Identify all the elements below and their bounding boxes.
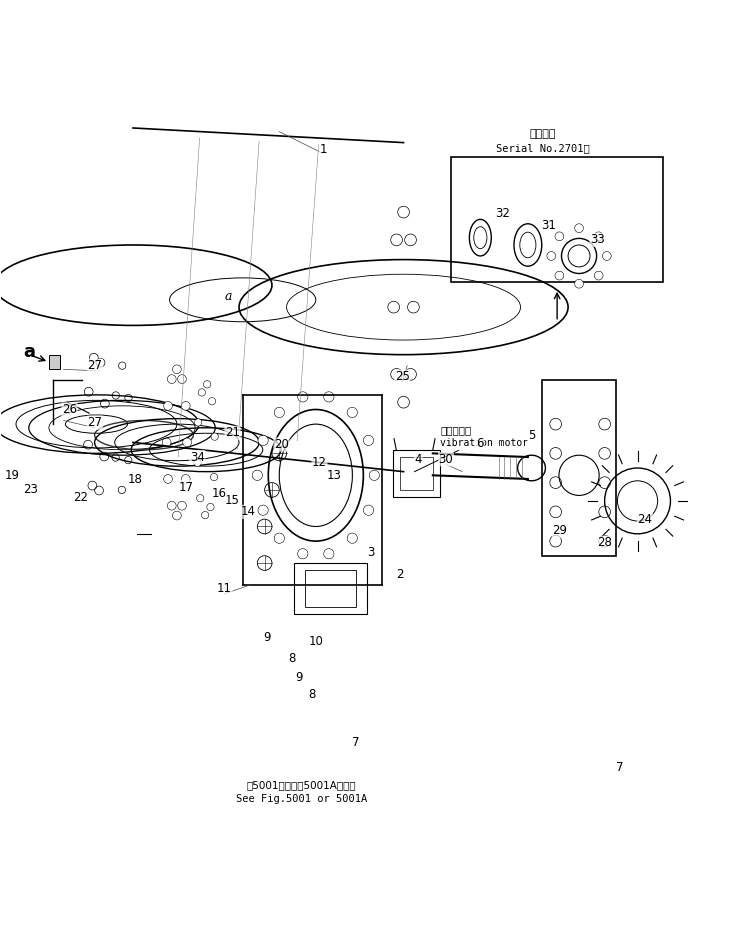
- Circle shape: [167, 374, 176, 384]
- Circle shape: [363, 435, 374, 446]
- Circle shape: [201, 511, 208, 519]
- Circle shape: [252, 470, 263, 480]
- Circle shape: [575, 224, 584, 232]
- Circle shape: [172, 365, 181, 373]
- Circle shape: [207, 504, 214, 511]
- Circle shape: [298, 392, 308, 402]
- Circle shape: [258, 505, 268, 516]
- Text: 起振モータ: 起振モータ: [440, 425, 471, 435]
- Text: 適用号機: 適用号機: [529, 129, 556, 139]
- Text: 23: 23: [23, 483, 38, 496]
- Circle shape: [369, 470, 379, 480]
- Text: 32: 32: [495, 207, 509, 220]
- Circle shape: [275, 407, 285, 417]
- Circle shape: [178, 502, 186, 510]
- Bar: [451, 157, 663, 282]
- Bar: [393, 449, 440, 497]
- Text: 8: 8: [308, 688, 316, 701]
- Text: 24: 24: [637, 513, 653, 526]
- Circle shape: [195, 418, 202, 426]
- Circle shape: [347, 534, 357, 543]
- Circle shape: [178, 374, 186, 384]
- Text: 14: 14: [241, 505, 256, 519]
- Circle shape: [363, 505, 374, 516]
- Text: Serial No.2701～: Serial No.2701～: [495, 143, 589, 154]
- Text: See Fig.5001 or 5001A: See Fig.5001 or 5001A: [236, 795, 367, 804]
- Text: 20: 20: [274, 438, 289, 451]
- Text: 3: 3: [367, 546, 374, 559]
- Circle shape: [595, 232, 603, 241]
- Bar: [305, 570, 356, 607]
- Text: 8: 8: [288, 651, 296, 665]
- Text: 29: 29: [553, 524, 567, 537]
- Circle shape: [167, 502, 176, 510]
- Circle shape: [183, 438, 192, 446]
- Circle shape: [595, 271, 603, 280]
- Bar: [400, 457, 433, 490]
- Text: 4: 4: [415, 453, 422, 466]
- Circle shape: [347, 407, 357, 417]
- Circle shape: [181, 475, 190, 483]
- Circle shape: [258, 435, 268, 446]
- Text: 13: 13: [327, 469, 341, 482]
- Text: 28: 28: [597, 536, 612, 549]
- Text: 9: 9: [295, 671, 302, 684]
- Text: 15: 15: [225, 494, 240, 507]
- Text: a: a: [225, 289, 232, 302]
- Text: 6: 6: [476, 437, 484, 450]
- Circle shape: [324, 548, 334, 559]
- Text: 31: 31: [541, 219, 556, 232]
- Circle shape: [575, 279, 584, 288]
- Circle shape: [162, 438, 171, 446]
- Text: 12: 12: [312, 457, 327, 469]
- Text: 1: 1: [319, 143, 327, 156]
- Circle shape: [603, 252, 611, 260]
- Text: 第5001図または5001A図参照: 第5001図または5001A図参照: [247, 780, 356, 790]
- Text: 27: 27: [87, 359, 103, 373]
- Text: 34: 34: [190, 450, 205, 463]
- Bar: [294, 563, 367, 614]
- Text: 10: 10: [308, 635, 323, 648]
- Circle shape: [275, 534, 285, 543]
- Text: 19: 19: [5, 469, 20, 482]
- Bar: [542, 380, 616, 556]
- Circle shape: [198, 388, 206, 396]
- Circle shape: [211, 474, 218, 481]
- Text: 17: 17: [179, 480, 194, 493]
- Text: 5: 5: [528, 429, 535, 442]
- Text: 18: 18: [128, 474, 142, 486]
- Text: 21: 21: [225, 427, 240, 439]
- Circle shape: [194, 460, 201, 466]
- Circle shape: [298, 548, 308, 559]
- Text: 22: 22: [73, 490, 88, 504]
- Circle shape: [164, 475, 172, 483]
- Text: 2: 2: [396, 567, 404, 580]
- Circle shape: [203, 381, 211, 388]
- Text: 9: 9: [263, 631, 271, 644]
- Circle shape: [555, 232, 564, 241]
- Circle shape: [197, 494, 204, 502]
- Text: 33: 33: [590, 233, 605, 246]
- Bar: [49, 355, 60, 370]
- Text: 7: 7: [352, 736, 360, 749]
- Text: 26: 26: [62, 403, 77, 416]
- Circle shape: [172, 511, 181, 519]
- Text: vibration motor: vibration motor: [440, 438, 528, 448]
- Circle shape: [208, 398, 216, 405]
- Circle shape: [211, 433, 219, 440]
- Circle shape: [181, 402, 190, 410]
- Text: 25: 25: [395, 370, 410, 383]
- Text: 7: 7: [616, 761, 623, 774]
- Text: 16: 16: [212, 487, 227, 500]
- Circle shape: [324, 392, 334, 402]
- Text: 27: 27: [87, 417, 103, 430]
- Circle shape: [555, 271, 564, 280]
- Circle shape: [164, 402, 172, 410]
- Text: a: a: [23, 344, 35, 361]
- Text: 30: 30: [439, 453, 454, 466]
- Text: 11: 11: [217, 582, 232, 595]
- Circle shape: [547, 252, 556, 260]
